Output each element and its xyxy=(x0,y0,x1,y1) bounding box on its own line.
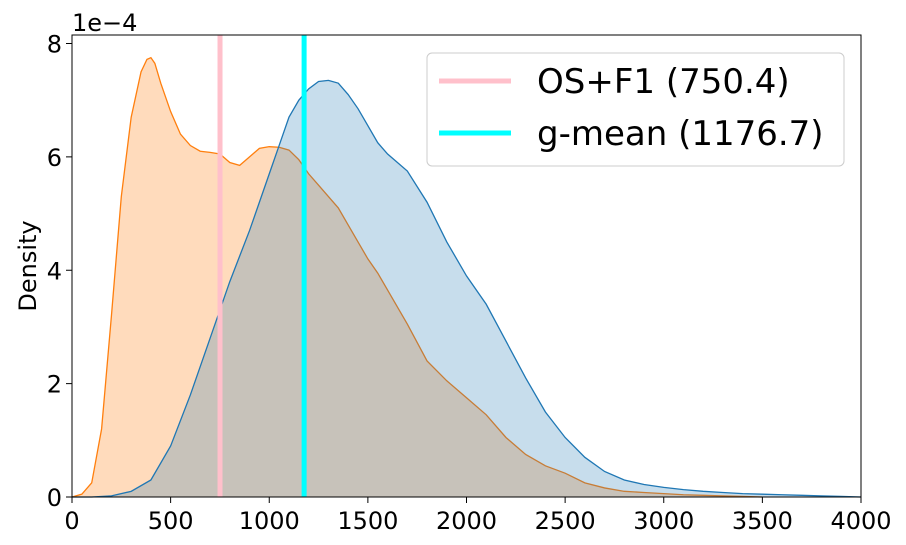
series-2-area xyxy=(72,80,861,497)
y-tick-label: 0 xyxy=(47,484,62,512)
x-tick-label: 0 xyxy=(64,507,79,535)
vlines-layer xyxy=(217,35,307,497)
plot-area xyxy=(71,56,862,498)
x-axis: 0 500 1000 1500 2000 2500 3000 3500 4000 xyxy=(64,497,892,535)
y-tick-label: 2 xyxy=(47,371,62,399)
x-tick-label: 1000 xyxy=(239,507,300,535)
legend-box xyxy=(426,52,845,167)
x-tick-label: 4000 xyxy=(830,507,891,535)
x-tick-label: 2500 xyxy=(535,507,596,535)
legend-label-2: g-mean (1176.7) xyxy=(537,114,824,154)
x-tick-label: 2000 xyxy=(436,507,497,535)
y-tick-label: 8 xyxy=(47,31,62,59)
series-2-line xyxy=(72,79,862,498)
legend-label-1: OS+F1 (750.4) xyxy=(537,62,790,102)
y-tick-label: 4 xyxy=(47,257,62,285)
x-tick-label: 3000 xyxy=(633,507,694,535)
x-tick-label: 3500 xyxy=(732,507,793,535)
y-offset-label: 1e−4 xyxy=(72,9,137,37)
series-1-line xyxy=(71,56,763,498)
x-tick-label: 500 xyxy=(148,507,194,535)
y-tick-label: 6 xyxy=(47,144,62,172)
legend: OS+F1 (750.4) g-mean (1176.7) xyxy=(426,52,845,167)
y-axis: 0 2 4 6 8 xyxy=(47,31,72,512)
y-axis-label: Density xyxy=(14,220,42,311)
series-1-area xyxy=(72,57,763,498)
x-tick-label: 1500 xyxy=(337,507,398,535)
